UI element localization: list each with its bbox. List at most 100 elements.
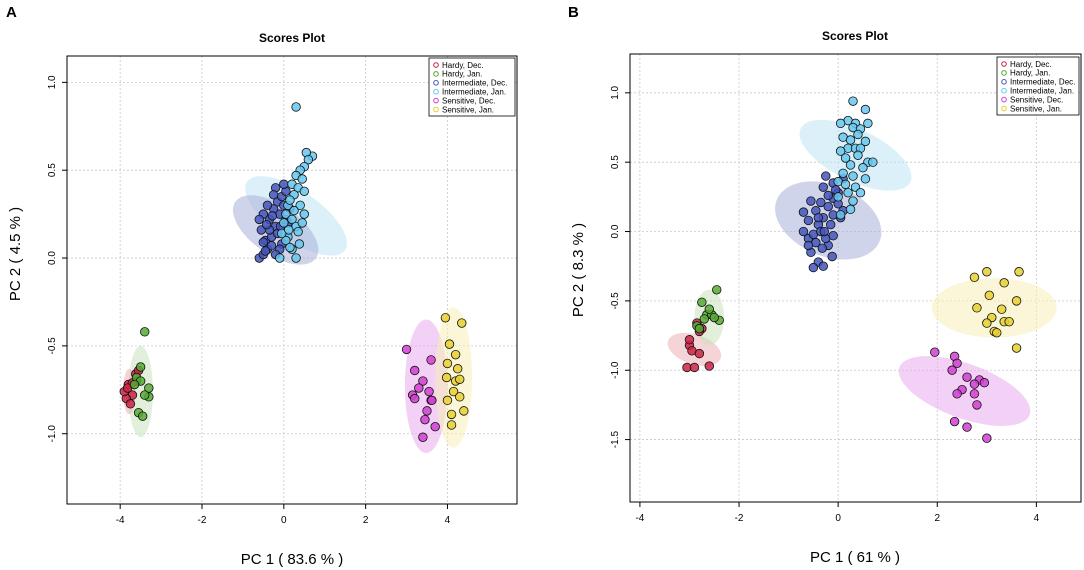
data-point	[813, 212, 824, 223]
legend-label: Hardy, Dec.	[442, 61, 484, 70]
x-axis-label-a: PC 1 ( 83.6 % )	[241, 551, 344, 568]
data-point	[293, 226, 303, 237]
legend-label: Hardy, Dec.	[1010, 60, 1052, 69]
data-point	[821, 171, 831, 181]
data-point	[1014, 267, 1024, 277]
data-point	[952, 358, 962, 369]
plot-title-a: Scores Plot	[259, 31, 325, 45]
y-tick-label: 0.0	[47, 251, 58, 265]
data-point	[295, 200, 305, 211]
data-point	[848, 171, 858, 181]
data-point	[855, 187, 866, 198]
data-point	[868, 157, 878, 167]
data-point	[962, 422, 972, 432]
data-point	[135, 362, 146, 372]
x-tick-label: -4	[116, 515, 125, 526]
x-tick-label: -4	[635, 513, 644, 524]
y-tick-label: 0.5	[610, 155, 621, 169]
data-point	[984, 290, 995, 301]
data-point	[291, 253, 301, 263]
data-point	[835, 146, 846, 156]
data-point	[459, 406, 469, 416]
data-point	[442, 395, 453, 406]
data-point	[694, 348, 705, 359]
data-point	[999, 278, 1009, 288]
data-point	[125, 399, 136, 409]
data-point	[819, 226, 829, 237]
legend-label: Sensitive, Dec.	[442, 96, 495, 105]
data-point	[281, 209, 291, 219]
data-point	[798, 207, 809, 217]
data-point	[291, 102, 301, 112]
data-point	[137, 411, 148, 421]
data-point	[848, 96, 858, 106]
panel-b: B Scores Plot PC 1 ( 61 % ) PC 2 ( 8.3 %…	[568, 4, 1082, 566]
data-point	[1011, 343, 1022, 353]
y-tick-label: -1.5	[610, 431, 621, 449]
data-point	[267, 211, 278, 221]
plot-area-b: -4 -2 0 2 4 -1.5 -1.0 -0.5 0.0 0.5 1.0 Hardy, Dec.H…	[610, 53, 1082, 524]
data-point	[140, 390, 150, 400]
data-point	[279, 218, 289, 228]
data-point	[858, 163, 868, 173]
data-point	[446, 409, 457, 420]
legend-marker	[433, 97, 439, 104]
plot-title-b: Scores Plot	[822, 29, 888, 43]
data-point	[840, 179, 851, 190]
data-point	[450, 349, 461, 360]
legend-box	[428, 57, 516, 117]
legend-label: Intermediate, Jan.	[442, 88, 506, 97]
data-point	[835, 210, 846, 220]
data-point	[430, 421, 440, 432]
data-point	[803, 215, 814, 226]
data-point	[258, 237, 269, 247]
data-point	[1011, 296, 1022, 306]
plot-frame	[629, 53, 1082, 503]
y-tick-label: -1.0	[47, 425, 58, 443]
data-point	[818, 261, 828, 271]
data-point	[972, 303, 982, 313]
data-point	[442, 358, 453, 369]
legend-label: Intermediate, Dec.	[1010, 78, 1075, 87]
data-point	[826, 219, 836, 230]
data-point	[299, 209, 309, 219]
data-point	[299, 186, 309, 196]
data-point	[860, 136, 871, 147]
panel-a: A Scores Plot PC 1 ( 83.6 % ) PC 2 ( 4.5…	[6, 4, 518, 568]
data-point	[952, 389, 962, 399]
data-point	[798, 226, 809, 237]
data-point	[947, 365, 957, 375]
data-point	[448, 386, 459, 397]
data-point	[401, 344, 412, 355]
data-point	[853, 150, 863, 160]
x-tick-label: 0	[835, 513, 841, 524]
data-point	[992, 328, 1002, 338]
data-point	[817, 243, 827, 253]
data-point	[287, 214, 297, 225]
legend-label: Intermediate, Dec.	[442, 79, 507, 88]
data-point	[427, 395, 437, 406]
data-point	[969, 272, 980, 283]
data-point	[266, 241, 277, 251]
plot-frame	[66, 55, 518, 505]
data-point	[279, 179, 289, 189]
data-point	[275, 253, 285, 263]
y-axis-label-b: PC 2 ( 8.3 % )	[570, 223, 587, 317]
legend-marker	[433, 106, 439, 113]
plot-area-a: -4 -2 0 2 4 -1.0 -0.5 0.0 0.5 1.0 Hardy, Dec.Hardy…	[47, 55, 518, 526]
data-point	[699, 314, 710, 324]
x-tick-label: 0	[281, 515, 287, 526]
panel-label-b: B	[568, 4, 579, 21]
legend-marker	[1001, 96, 1007, 103]
x-tick-label: 4	[1034, 513, 1040, 524]
data-point	[816, 197, 826, 208]
data-point	[285, 195, 295, 205]
legend-marker	[1001, 61, 1007, 67]
panel-label-a: A	[6, 4, 17, 21]
data-point	[285, 242, 295, 253]
legend-label: Sensitive, Jan.	[1010, 104, 1062, 113]
data-point	[261, 219, 272, 230]
data-point	[845, 160, 856, 170]
data-point	[418, 432, 428, 442]
